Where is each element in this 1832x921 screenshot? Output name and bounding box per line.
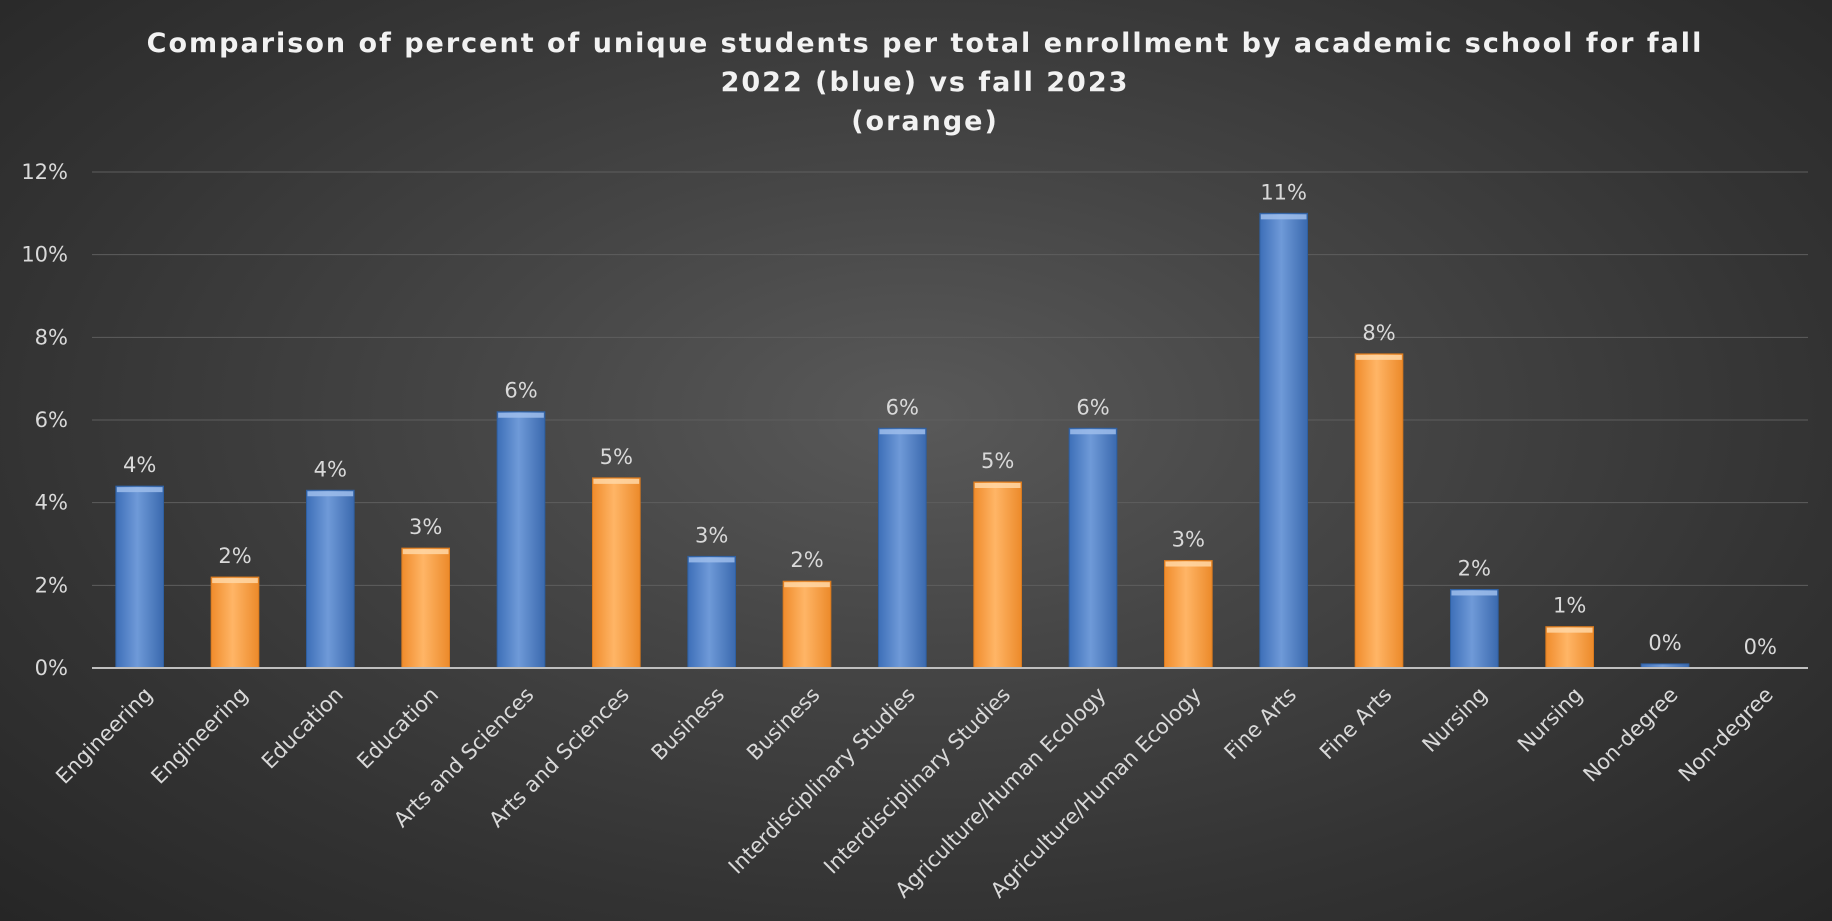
bar-highlight [1260,214,1307,220]
bar-fall_2023 [1545,626,1595,669]
bar-fall_2023 [1164,560,1213,669]
x-category-label: Non-degree [1579,683,1683,787]
bar-fall_2023 [973,481,1022,669]
bar-highlight [974,483,1021,488]
x-category-label: Education [257,683,348,774]
bar-highlight [116,487,163,493]
bar-fall_2022 [306,489,355,669]
bar-highlight [784,582,830,588]
bar-highlight [307,491,354,497]
x-category-label: Business [647,683,729,765]
chart-title-line-3: (orange) [851,106,999,137]
y-tick-label: 6% [35,408,68,432]
y-axis-tick-labels: 0% 2% 4% 6% 8% 10% 12% [21,160,68,680]
bar-fall_2022 [1450,588,1499,669]
x-category-label: Nursing [1418,683,1492,757]
bar-highlight [879,429,926,435]
bar-highlight [1356,354,1402,360]
chart-title-line-1: Comparison of percent of unique students… [147,28,1704,59]
bar-fall_2023 [1354,353,1404,669]
bar-highlight [402,549,449,555]
data-labels: 4% 2% 4% 3% 6% 5% 3% 2% 6% 5% 6% 3% 11% 8% 2% 1% 0% 0% [123,180,1777,659]
bar-fall_2022 [1068,427,1118,669]
y-tick-label: 4% [35,491,68,515]
chart-title-line-2: 2022 (blue) vs fall 2023 [721,67,1130,98]
bar-fall_2023 [401,547,451,669]
bar-highlight [212,578,258,584]
data-label: 6% [886,395,919,419]
bar-fall_2022 [687,555,736,669]
data-label: 5% [981,449,1014,473]
data-label: 2% [1458,556,1491,580]
data-label: 11% [1260,180,1307,204]
y-tick-label: 10% [21,243,68,267]
y-tick-label: 0% [35,656,68,680]
y-tick-label: 8% [35,325,68,349]
data-label: 3% [695,523,728,547]
data-label: 6% [1076,395,1109,419]
x-category-label: Engineering [146,683,252,789]
x-category-label: Agriculture/Human Ecology [986,683,1206,903]
data-label: 4% [123,453,156,477]
x-category-label: Fine Arts [1315,683,1397,765]
data-label: 1% [1553,594,1586,618]
data-label: 3% [409,515,442,539]
chart-title: Comparison of percent of unique students… [147,28,1704,137]
bar-fall_2023 [592,477,641,669]
gridlines [92,171,1808,586]
bar-highlight [688,557,735,563]
x-category-label: Education [352,683,443,774]
bar-fall_2022 [1259,212,1309,669]
data-label: 2% [790,548,823,572]
bar-fall_2023 [210,576,260,669]
data-label: 4% [314,457,347,481]
data-label: 0% [1744,635,1777,659]
bar-highlight [1451,590,1498,596]
bar-highlight [1165,561,1212,567]
data-label: 8% [1362,321,1395,345]
data-label: 5% [600,445,633,469]
data-label: 2% [218,544,251,568]
x-category-label: Interdisciplinary Studies [819,683,1015,879]
bar-highlight [1546,627,1593,633]
bar-fall_2022 [878,427,927,669]
x-category-label: Nursing [1513,683,1587,757]
bar-fall_2022 [115,485,165,669]
bar-highlight [498,412,544,418]
x-category-label: Engineering [51,683,157,789]
y-tick-label: 2% [35,573,68,597]
bars [115,212,1690,669]
bar-highlight [1070,429,1116,435]
y-tick-label: 12% [21,160,68,184]
bar-highlight [593,478,640,484]
data-label: 0% [1648,631,1681,655]
x-category-label: Interdisciplinary Studies [724,683,920,879]
x-category-label: Fine Arts [1220,683,1302,765]
bar-fall_2023 [782,580,832,669]
bar-fall_2022 [496,411,546,669]
x-category-label: Business [742,683,824,765]
data-label: 3% [1172,528,1205,552]
x-category-label: Non-degree [1674,683,1778,787]
data-label: 6% [504,379,537,403]
